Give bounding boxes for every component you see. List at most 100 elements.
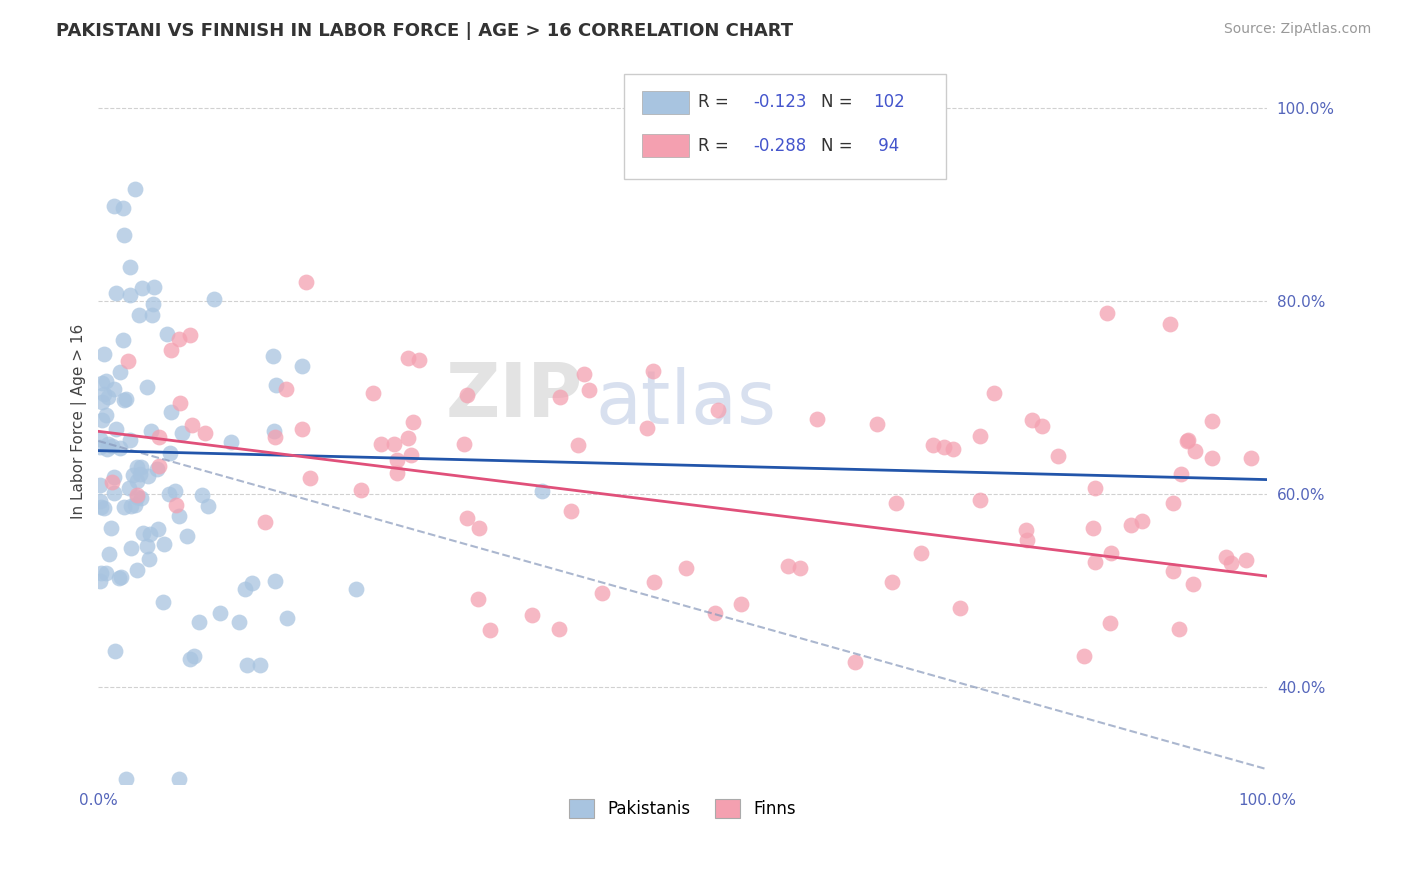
Point — [94, 374, 117, 388]
Point — [124, 498, 146, 512]
Point — [96, 566, 118, 581]
Point — [90, 566, 112, 581]
Point — [115, 392, 138, 406]
Point — [276, 382, 298, 396]
Point — [567, 438, 589, 452]
Point — [146, 462, 169, 476]
Point — [1234, 553, 1257, 567]
Point — [165, 499, 187, 513]
Point — [396, 431, 419, 445]
Point — [115, 772, 138, 786]
Point — [125, 563, 148, 577]
Point — [148, 430, 170, 444]
Point — [159, 405, 181, 419]
Point — [179, 652, 201, 666]
Point — [112, 201, 135, 215]
Point — [1161, 564, 1184, 578]
Point — [253, 516, 276, 530]
Point — [167, 508, 190, 523]
Point — [89, 574, 111, 588]
Point — [1084, 481, 1107, 495]
Point — [117, 354, 139, 368]
Point — [1047, 450, 1070, 464]
Point — [370, 437, 392, 451]
Point — [1073, 648, 1095, 663]
Point — [704, 606, 727, 620]
Point — [143, 280, 166, 294]
Point — [350, 483, 373, 498]
Point — [103, 470, 125, 484]
Point — [1015, 523, 1038, 537]
Point — [591, 586, 613, 600]
Point — [89, 478, 111, 492]
Point — [467, 591, 489, 606]
Point — [219, 434, 242, 449]
Point — [135, 539, 157, 553]
Point — [93, 387, 115, 401]
Point — [291, 422, 314, 436]
Point — [122, 467, 145, 482]
Point — [932, 440, 955, 454]
Point — [120, 260, 142, 275]
Point — [110, 441, 132, 455]
Point — [1201, 414, 1223, 428]
Point — [124, 182, 146, 196]
Point — [91, 376, 114, 391]
Point — [1084, 556, 1107, 570]
Point — [103, 199, 125, 213]
Point — [298, 471, 321, 485]
Text: 102: 102 — [873, 94, 905, 112]
Point — [146, 522, 169, 536]
Point — [118, 433, 141, 447]
Point — [276, 611, 298, 625]
Point — [1015, 533, 1038, 548]
Bar — [641, 134, 689, 157]
Point — [96, 409, 118, 423]
Point — [165, 483, 187, 498]
Point — [1170, 467, 1192, 481]
FancyBboxPatch shape — [624, 74, 946, 179]
Point — [93, 501, 115, 516]
Point — [97, 437, 120, 451]
Point — [107, 571, 129, 585]
Point — [100, 475, 122, 489]
Point — [866, 417, 889, 432]
Point — [263, 424, 285, 438]
Point — [291, 359, 314, 373]
Point — [1095, 305, 1118, 319]
Point — [112, 393, 135, 408]
Point — [128, 308, 150, 322]
Point — [264, 574, 287, 589]
Point — [111, 333, 134, 347]
Point — [159, 446, 181, 460]
Point — [264, 378, 287, 392]
Point — [884, 496, 907, 510]
Point — [96, 442, 118, 456]
Point — [187, 615, 209, 629]
Point — [176, 529, 198, 543]
Point — [100, 521, 122, 535]
Point — [453, 437, 475, 451]
Point — [249, 657, 271, 672]
Point — [385, 453, 408, 467]
Point — [141, 308, 163, 322]
Point — [125, 459, 148, 474]
Point — [1130, 514, 1153, 528]
Point — [90, 500, 112, 515]
Point — [1099, 546, 1122, 560]
Point — [983, 385, 1005, 400]
Point — [880, 574, 903, 589]
Point — [139, 527, 162, 541]
Text: Source: ZipAtlas.com: Source: ZipAtlas.com — [1223, 22, 1371, 37]
Point — [148, 458, 170, 473]
Point — [129, 460, 152, 475]
Legend: Pakistanis, Finns: Pakistanis, Finns — [561, 790, 804, 826]
Y-axis label: In Labor Force | Age > 16: In Labor Force | Age > 16 — [72, 324, 87, 519]
Point — [396, 351, 419, 366]
Point — [89, 440, 111, 454]
Point — [262, 349, 284, 363]
Point — [382, 437, 405, 451]
Point — [385, 466, 408, 480]
Point — [233, 582, 256, 596]
Point — [399, 448, 422, 462]
